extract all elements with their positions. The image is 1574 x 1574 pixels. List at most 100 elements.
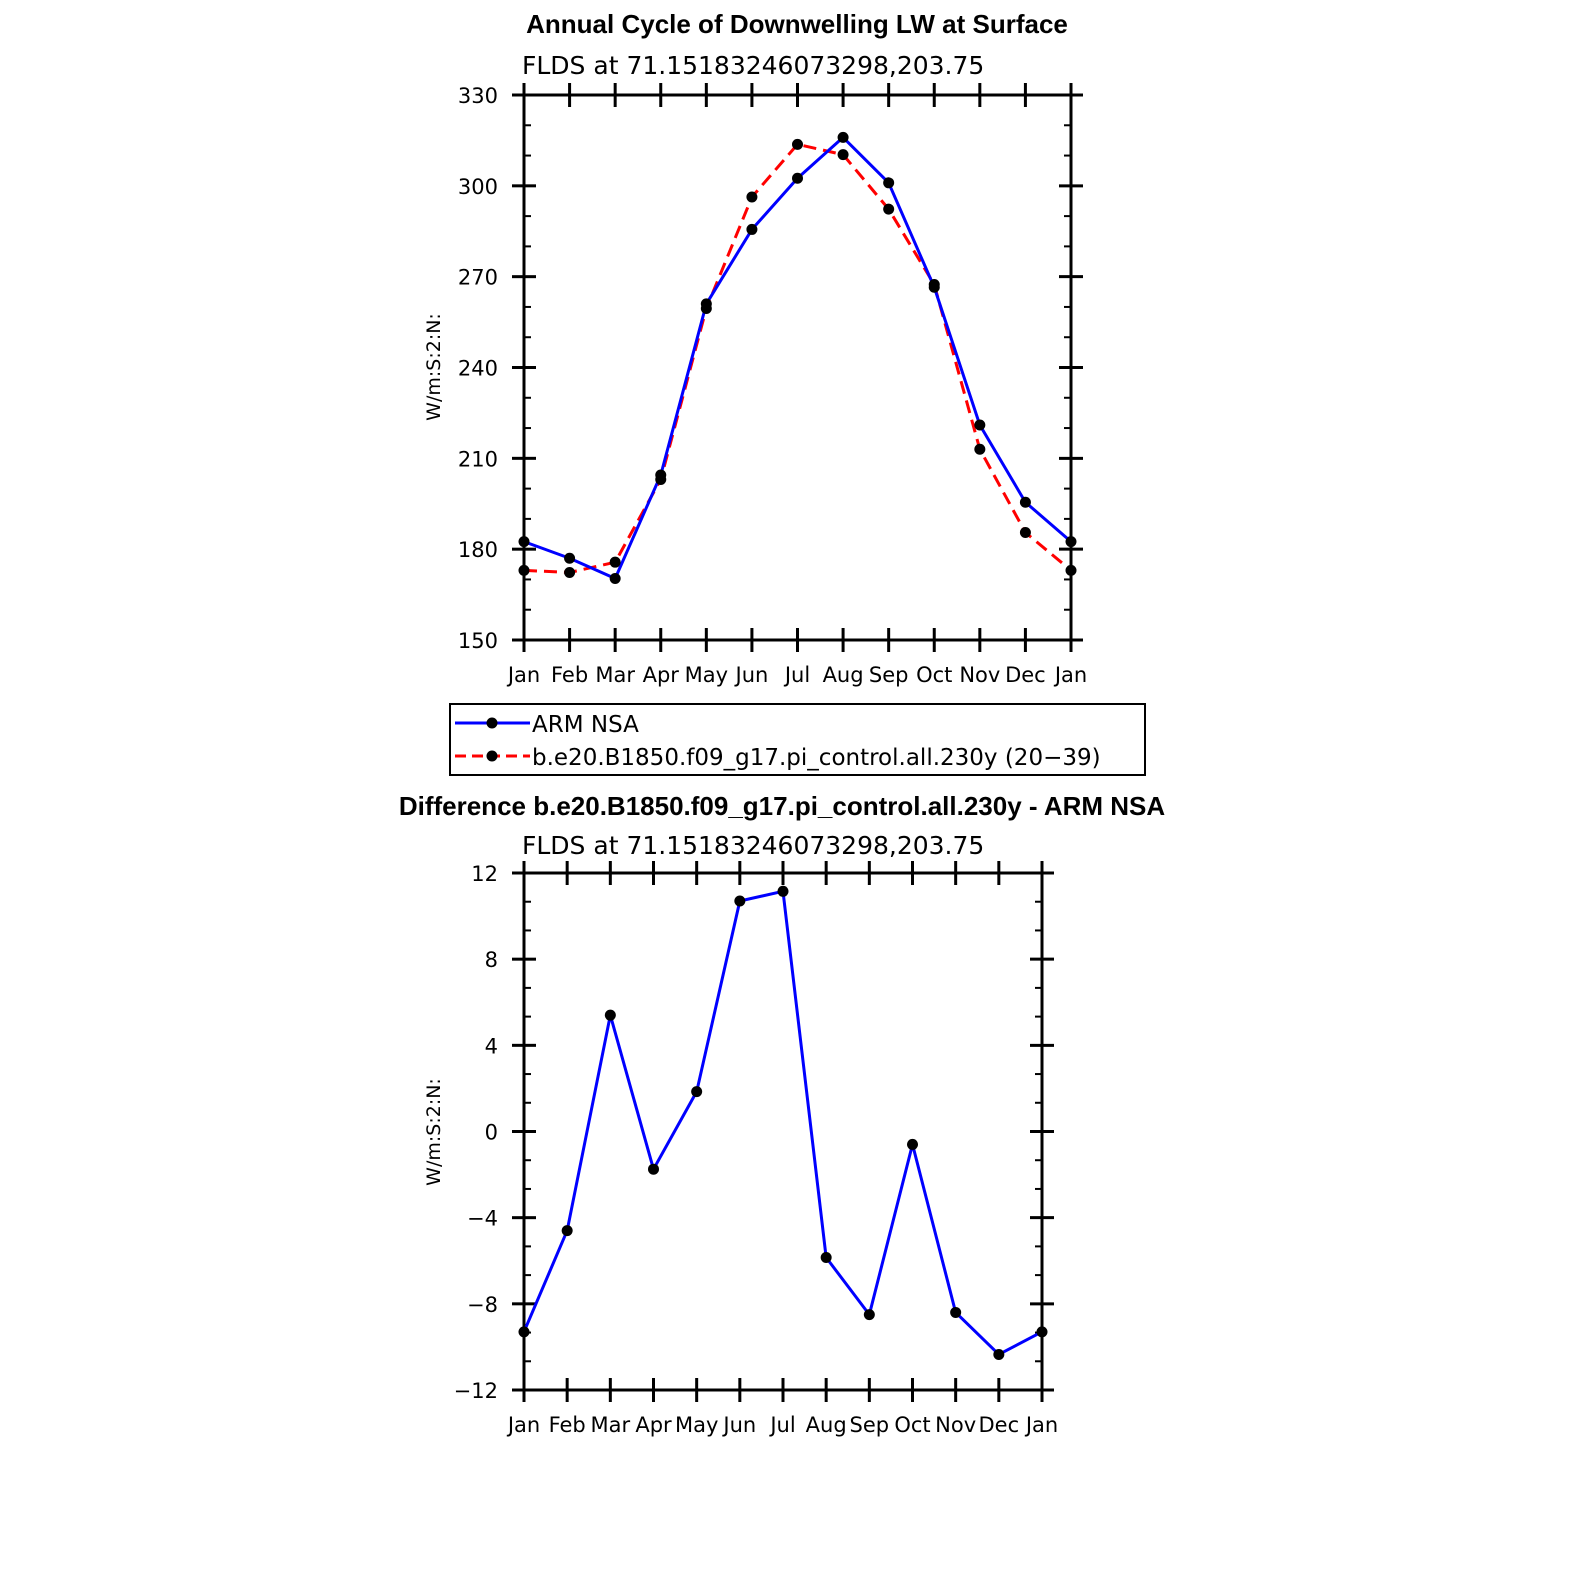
series-0-point [609,573,621,585]
x-tick-label: Oct [894,1413,930,1437]
series-0-point [863,1309,875,1321]
series-0-point [1036,1326,1048,1338]
chart-bottom-y-tick-labels: −12 −8 −4 0 4 8 12 [454,862,498,1403]
x-tick-label: Jul [783,663,810,687]
series-1-point [609,556,621,568]
chart-bottom: Difference b.e20.B1850.f09_g17.pi_contro… [399,791,1166,1437]
series-0-point [907,1138,918,1150]
chart-top: Annual Cycle of Downwelling LW at Surfac… [423,9,1087,687]
x-tick-label: Jan [506,663,540,687]
chart-top-x-tick-labels: Jan Feb Mar Apr May Jun Jul Aug Sep Oct Nov Dec Jan [506,663,1087,687]
x-tick-label: Mar [591,1413,631,1437]
chart-top-legend: ARM NSA b.e20.B1850.f09_g17.pi_control.a… [449,703,1146,776]
series-1-point [974,443,986,455]
series-0-point [792,172,803,184]
y-tick-label: 330 [458,84,498,108]
chart-bottom-subtitle: FLDS at 71.15183246073298,203.75 [522,831,984,860]
chart-top-title: Annual Cycle of Downwelling LW at Surfac… [526,9,1068,39]
y-tick-label: 150 [458,629,498,653]
series-0-point [561,1225,573,1237]
y-tick-label: 4 [485,1034,498,1058]
x-tick-label: Mar [595,663,635,687]
series-0-point [1065,536,1077,548]
chart-top-y-axis-label: W/m:S:2:N: [423,313,445,421]
x-tick-label: Jan [506,1413,540,1437]
y-tick-label: 210 [458,447,498,471]
x-tick-label: Oct [916,663,952,687]
series-0-point [993,1348,1005,1360]
legend-label-arm-nsa: ARM NSA [532,712,639,738]
chart-bottom-y-axis-label: W/m:S:2:N: [423,1078,445,1186]
x-tick-label: Jul [768,1413,795,1437]
series-0-point [518,536,530,548]
y-tick-label: 240 [458,357,498,381]
x-tick-label: Nov [959,663,1000,687]
x-tick-label: Nov [935,1413,976,1437]
series-0-point [746,223,758,235]
series-0-point [518,1326,530,1338]
x-tick-label: Aug [806,1413,847,1437]
y-tick-label: 300 [458,175,498,199]
x-tick-label: Dec [1005,663,1046,687]
x-tick-label: May [685,663,728,687]
series-0-point [950,1306,962,1318]
series-0-point [777,885,789,897]
legend-entry-model: b.e20.B1850.f09_g17.pi_control.all.230y … [455,745,1101,771]
chart-bottom-ticks [512,861,1054,1402]
series-0-point [648,1163,659,1175]
x-tick-label: Apr [635,1413,672,1437]
y-tick-label: 180 [458,538,498,562]
legend-marker-model [486,750,498,762]
series-1-point [518,564,530,576]
legend-label-model: b.e20.B1850.f09_g17.pi_control.all.230y … [532,745,1101,771]
x-tick-label: Jun [721,1413,756,1437]
series-0-point [734,895,746,907]
x-tick-label: Dec [979,1413,1020,1437]
chart-bottom-x-tick-labels: Jan Feb Mar Apr May Jun Jul Aug Sep Oct Nov Dec Jan [506,1413,1058,1437]
y-tick-label: 270 [458,266,498,290]
legend-entry-arm-nsa: ARM NSA [455,712,639,738]
x-tick-label: Apr [643,663,680,687]
chart-top-ticks [512,83,1083,652]
x-tick-label: Sep [850,1413,890,1437]
x-tick-label: Jun [734,663,769,687]
y-tick-label: −4 [467,1207,498,1231]
chart-top-series [518,131,1077,585]
series-line-0 [523,135,1072,581]
series-1-point [655,474,667,486]
series-0-point [691,1086,703,1098]
x-tick-label: Feb [549,1413,586,1437]
chart-bottom-series [518,885,1048,1360]
series-0-point [564,552,576,564]
series-line-0 [522,889,1043,1356]
x-tick-label: May [675,1413,718,1437]
chart-bottom-title: Difference b.e20.B1850.f09_g17.pi_contro… [399,791,1166,821]
y-tick-label: −8 [467,1293,498,1317]
legend-marker-arm-nsa [486,717,498,729]
y-tick-label: −12 [454,1379,498,1403]
x-tick-label: Aug [823,663,864,687]
series-1-point [928,279,940,291]
series-1-point [1019,527,1031,539]
legend-box [449,703,1146,776]
series-1-point [792,138,803,150]
y-tick-label: 0 [485,1121,498,1145]
series-1-point [746,191,758,203]
y-tick-label: 8 [485,948,498,972]
x-tick-label: Sep [869,663,909,687]
x-tick-label: Feb [551,663,588,687]
series-1-point [564,566,576,578]
series-1-point [1065,564,1077,576]
chart-top-subtitle: FLDS at 71.15183246073298,203.75 [522,51,984,80]
chart-top-y-tick-labels: 150 180 210 240 270 300 330 [458,84,498,653]
series-0-point [974,419,986,431]
series-line-1 [523,142,1072,574]
y-tick-label: 12 [471,862,498,886]
series-0-point [883,177,895,189]
series-0-point [837,131,849,143]
series-1-point [837,149,849,161]
series-0-point [820,1252,832,1264]
series-1-point [883,203,895,215]
series-0-point [1019,496,1031,508]
